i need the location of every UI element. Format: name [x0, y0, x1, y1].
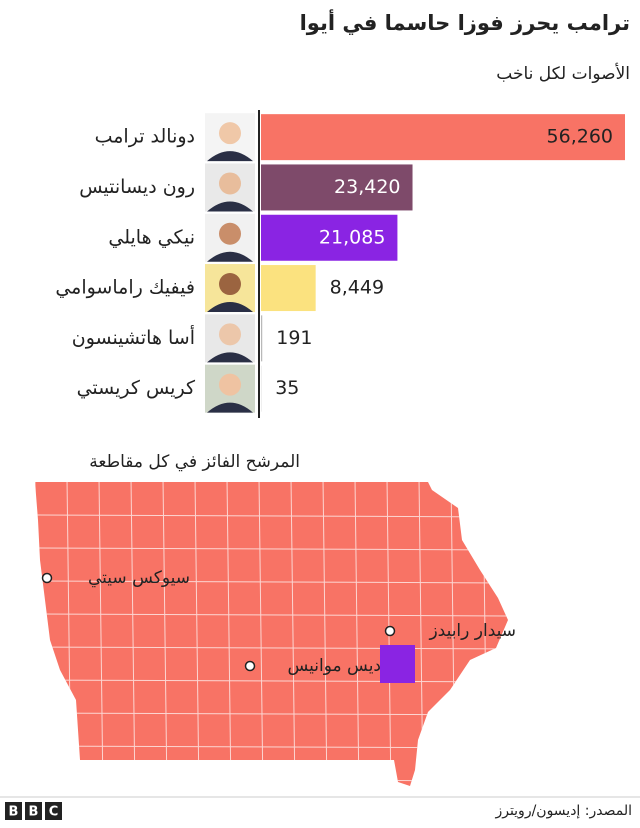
haley-county: [380, 645, 415, 683]
value-label: 23,420: [334, 176, 400, 198]
county-line: [35, 778, 508, 782]
county-line: [258, 482, 264, 786]
logo-letter: C: [49, 805, 59, 820]
candidate-name: كريس كريستي: [77, 377, 196, 399]
county-line: [162, 482, 168, 786]
county-line: [35, 547, 508, 551]
logo-block: [5, 802, 22, 820]
city-label: ديس موانيس: [287, 656, 381, 676]
county-line: [226, 482, 232, 786]
photo-body: [207, 201, 253, 212]
county-line: [35, 613, 508, 617]
city-dot: [41, 572, 53, 584]
county-line: [35, 646, 508, 650]
logo-block: [45, 802, 62, 820]
photo-face: [219, 222, 241, 245]
county-line: [130, 482, 136, 786]
value-label: 21,085: [319, 226, 385, 248]
value-label: 56,260: [547, 126, 613, 148]
photo-face: [219, 373, 241, 396]
county-line: [194, 482, 200, 786]
bar: [261, 265, 316, 312]
city-dot: [244, 660, 256, 672]
iowa-map: سيوكس سيتي سيدار رابيدز ديس موانيس: [35, 482, 516, 786]
chart-title: ترامب يحرز فوزا حاسما في أيوا: [300, 8, 630, 35]
bar: [261, 164, 413, 211]
photo-body: [207, 352, 253, 363]
photo-body: [207, 151, 253, 162]
logo-letter: B: [9, 805, 19, 820]
county-line: [35, 514, 508, 518]
bar: [261, 114, 625, 161]
photo-face: [219, 273, 241, 296]
bar: [261, 214, 398, 261]
candidate-name: نيكي هايلي: [108, 226, 195, 248]
county-line: [35, 580, 508, 584]
chart-subtitle: الأصوات لكل ناخب: [496, 63, 630, 84]
county-line: [354, 482, 360, 786]
bar-chart: دونالد ترامب 56,260 رون ديسانتيس 23,420 نيكي…: [55, 113, 625, 413]
photo-body: [207, 402, 253, 413]
candidate-name: دونالد ترامب: [95, 126, 195, 148]
photo-face: [219, 172, 241, 195]
source: المصدر: إديسون/رويترز: [494, 803, 632, 819]
photo-face: [219, 122, 241, 145]
map-title: المرشح الفائز في كل مقاطعة: [89, 452, 300, 472]
candidate-name: رون ديسانتيس: [79, 176, 195, 198]
photo-face: [219, 323, 241, 346]
bar: [261, 315, 263, 362]
bbc-logo: B B C: [5, 802, 62, 820]
county-line: [98, 482, 104, 786]
photo-body: [207, 302, 253, 313]
city-dot: [384, 625, 396, 637]
value-label: 8,449: [330, 277, 384, 299]
value-label: 35: [275, 377, 299, 399]
county-line: [322, 482, 328, 786]
candidate-name: أسا هاتشينسون: [72, 325, 195, 349]
photo-body: [207, 251, 253, 262]
county-line: [386, 482, 392, 786]
candidate-name: فيفيك راماسوامي: [55, 277, 195, 299]
logo-block: [25, 802, 42, 820]
city-label: سيدار رابيدز: [428, 621, 516, 641]
county-line: [35, 679, 508, 683]
logo-letter: B: [29, 805, 39, 820]
county-line: [290, 482, 296, 786]
value-label: 191: [276, 327, 312, 349]
city-label: سيوكس سيتي: [88, 568, 190, 588]
